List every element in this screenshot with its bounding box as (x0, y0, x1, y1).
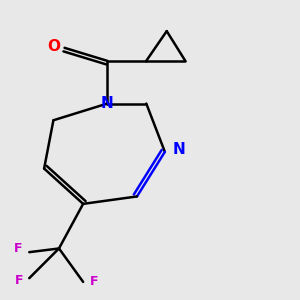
Text: F: F (15, 274, 23, 286)
Text: F: F (14, 242, 22, 255)
Text: N: N (101, 96, 114, 111)
Text: O: O (48, 39, 61, 54)
Text: F: F (90, 274, 98, 288)
Text: N: N (172, 142, 185, 158)
